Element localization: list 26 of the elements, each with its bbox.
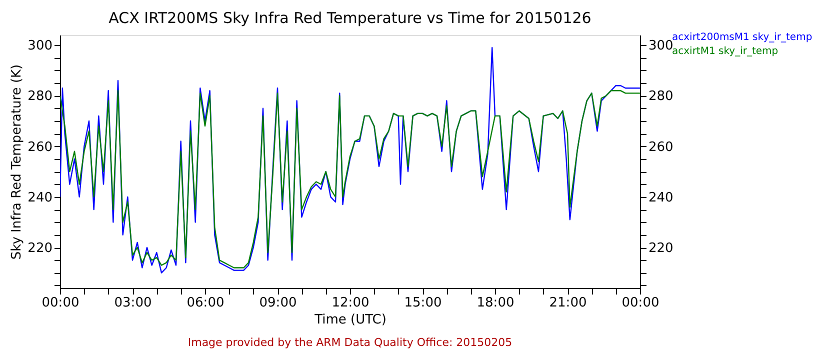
y-tick-label: 260 <box>28 140 52 155</box>
text: acxirtM1 sky_ir_temp <box>672 46 778 57</box>
x-tick-label: 21:00 <box>549 296 587 310</box>
line-series <box>60 90 640 268</box>
x-tick-label: 15:00 <box>404 296 442 310</box>
chart-title: ACX IRT200MS Sky Infra Red Temperature vs Time for 20150126 <box>108 9 592 27</box>
y-tick-label: 220 <box>28 241 52 256</box>
y2-tick-label: 260 <box>648 140 674 155</box>
y-tick-label: 240 <box>28 190 52 206</box>
y2-tick-label: 280 <box>648 89 674 104</box>
y2-tick-label: 220 <box>648 241 674 256</box>
text: Image provided by the ARM Data Quality Office: 20150205 <box>188 336 512 349</box>
x-axis-title: Time (UTC) <box>314 312 386 328</box>
x-tick-label: 06:00 <box>186 296 224 310</box>
x-tick-label: 09:00 <box>259 296 297 310</box>
x-tick-label: 03:00 <box>114 296 152 310</box>
y-tick-label: 300 <box>28 38 52 54</box>
x-tick-label: 00:00 <box>42 296 80 310</box>
text: acxirt200msM1 sky_ir_temp <box>672 32 812 43</box>
y2-tick-label: 300 <box>648 38 674 54</box>
x-tick-label: 18:00 <box>476 296 514 310</box>
y-axis-title: Sky Infra Red Temperature (K) <box>10 64 25 260</box>
y2-tick-label: 240 <box>648 190 674 206</box>
y-tick-label: 280 <box>28 89 52 104</box>
x-tick-label: 12:00 <box>332 296 370 310</box>
x-tick-label: 00:00 <box>622 296 660 310</box>
